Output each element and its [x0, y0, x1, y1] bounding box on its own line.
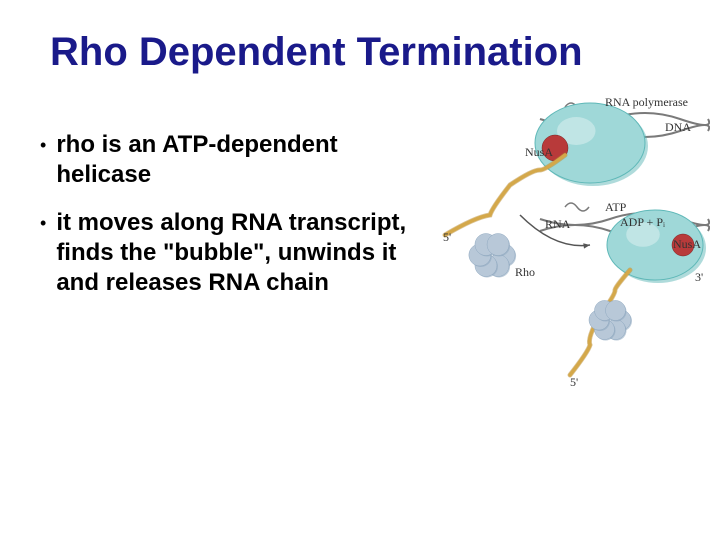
diagram-label: NusA	[525, 145, 553, 160]
diagram-label: 5'	[570, 375, 578, 390]
diagram-label: RNA polymerase	[605, 95, 688, 110]
slide-title: Rho Dependent Termination	[50, 30, 700, 74]
diagram-label: ADP + Pᵢ	[620, 215, 665, 230]
diagram-label: NusA	[673, 237, 701, 252]
diagram-label: 5'	[443, 230, 451, 245]
bullet-list: • rho is an ATP-dependent helicase • it …	[40, 130, 420, 316]
diagram-label: RNA	[545, 217, 570, 232]
list-item: • rho is an ATP-dependent helicase	[40, 130, 420, 190]
diagram-label: ATP	[605, 200, 626, 215]
diagram: RNA polymerase DNA NusA ATPADP + Pᵢ NusA RNA 5…	[430, 95, 710, 395]
diagram-label: DNA	[665, 120, 691, 135]
bullet-dot-icon: •	[40, 214, 46, 232]
molecular-diagram	[430, 95, 710, 395]
bullet-text: it moves along RNA transcript, finds the…	[56, 208, 420, 298]
diagram-label: Rho	[515, 265, 535, 280]
bullet-dot-icon: •	[40, 136, 46, 154]
bullet-text: rho is an ATP-dependent helicase	[56, 130, 420, 190]
list-item: • it moves along RNA transcript, finds t…	[40, 208, 420, 298]
diagram-label: 3'	[695, 270, 703, 285]
